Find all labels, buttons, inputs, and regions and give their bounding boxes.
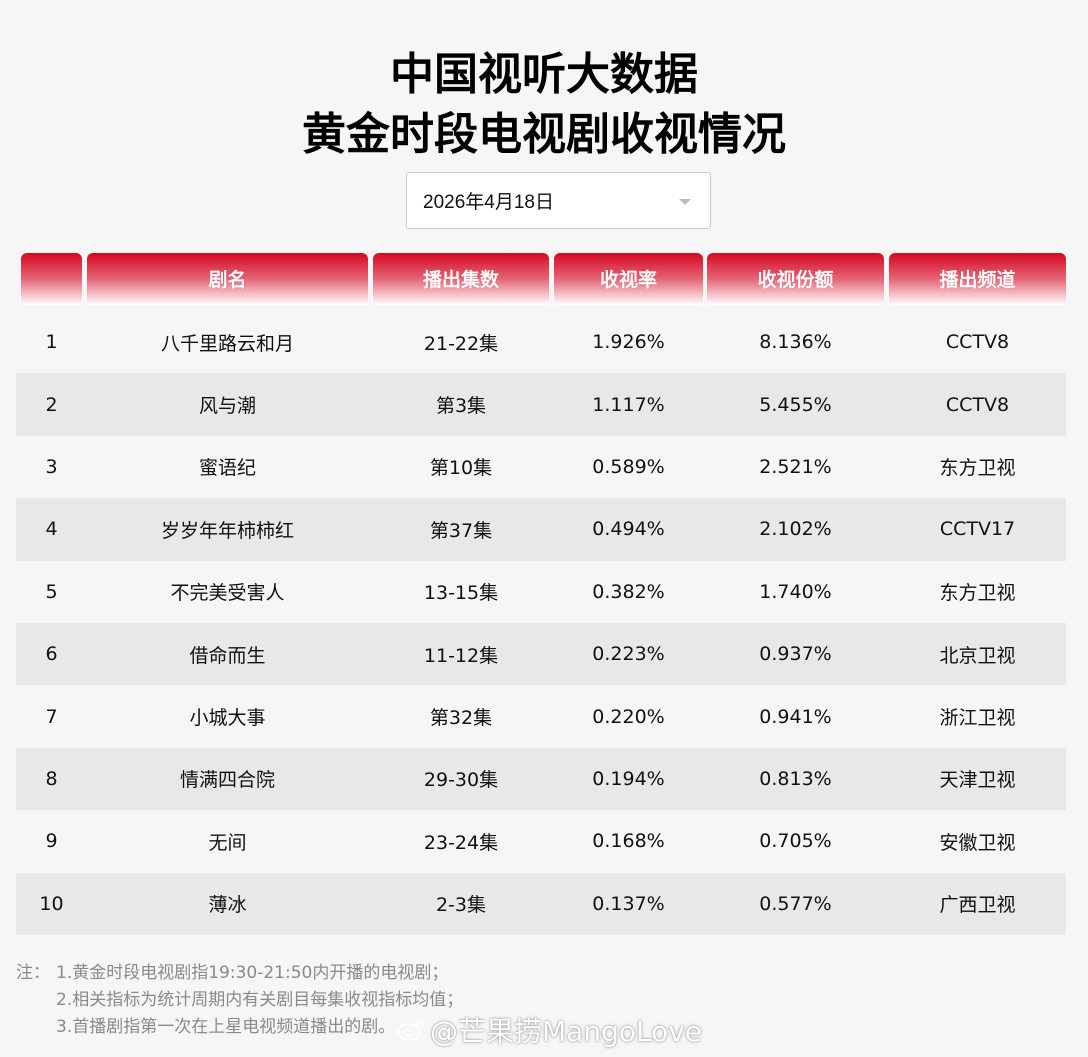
cell-share: 0.813% <box>759 767 832 790</box>
cell-share: 1.740% <box>759 580 832 603</box>
table-header: 剧名 播出集数 收视率 收视份额 播出频道 <box>0 253 1088 305</box>
table-row: 10 薄冰 2-3集 0.137% 0.577% 广西卫视 <box>16 872 1066 935</box>
chevron-down-icon <box>679 199 691 205</box>
page-title-line2: 黄金时段电视剧收视情况 <box>302 109 786 160</box>
cell-rank: 7 <box>45 705 58 728</box>
cell-share: 0.705% <box>759 830 832 853</box>
table-row: 7 小城大事 第32集 0.220% 0.941% 浙江卫视 <box>16 685 1066 748</box>
cell-title: 不完美受害人 <box>170 582 285 605</box>
cell-rating: 0.382% <box>592 580 665 603</box>
table-row: 5 不完美受害人 13-15集 0.382% 1.740% 东方卫视 <box>16 560 1066 623</box>
cell-episodes: 11-12集 <box>423 644 499 667</box>
cell-channel: 北京卫视 <box>939 644 1016 667</box>
cell-rank: 3 <box>45 455 58 478</box>
table-row: 2 风与潮 第3集 1.117% 5.455% CCTV8 <box>16 373 1066 436</box>
cell-title: 无间 <box>208 831 247 854</box>
cell-share: 0.941% <box>759 705 832 728</box>
cell-rating: 0.137% <box>592 892 665 915</box>
cell-title: 情满四合院 <box>179 769 275 792</box>
table-body: 1 八千里路云和月 21-22集 1.926% 8.136% CCTV8 2 风… <box>16 311 1066 935</box>
cell-title: 薄冰 <box>208 894 247 917</box>
cell-rank: 2 <box>45 393 58 416</box>
table-row: 3 蜜语纪 第10集 0.589% 2.521% 东方卫视 <box>16 435 1066 499</box>
cell-channel: 广西卫视 <box>939 894 1016 917</box>
cell-channel: CCTV17 <box>939 518 1016 541</box>
cell-episodes: 第37集 <box>429 519 493 542</box>
cell-share: 0.937% <box>759 643 832 666</box>
cell-episodes: 21-22集 <box>423 332 499 355</box>
cell-rank: 8 <box>45 767 58 790</box>
cell-title: 小城大事 <box>189 707 266 730</box>
cell-rank: 4 <box>45 518 58 541</box>
cell-channel: CCTV8 <box>945 393 1010 416</box>
cell-channel: 浙江卫视 <box>939 707 1016 730</box>
cell-rating: 0.223% <box>592 643 665 666</box>
cell-rank: 1 <box>45 331 58 354</box>
cell-episodes: 第3集 <box>435 395 487 418</box>
cell-channel: 东方卫视 <box>939 582 1016 605</box>
cell-channel: 东方卫视 <box>939 457 1016 480</box>
cell-episodes: 第10集 <box>429 457 493 480</box>
cell-channel: 安徽卫视 <box>939 831 1016 854</box>
cell-channel: CCTV8 <box>945 331 1010 354</box>
table-row: 6 借命而生 11-12集 0.223% 0.937% 北京卫视 <box>16 622 1066 686</box>
cell-episodes: 13-15集 <box>423 582 499 605</box>
column-header-rating: 收视率 <box>554 253 703 305</box>
column-header-title: 剧名 <box>87 253 368 305</box>
date-select-value: 2026年4月18日 <box>423 192 554 213</box>
cell-title: 岁岁年年柿柿红 <box>160 519 294 542</box>
cell-rating: 1.926% <box>592 331 665 354</box>
table-row: 8 情满四合院 29-30集 0.194% 0.813% 天津卫视 <box>16 747 1066 811</box>
cell-episodes: 29-30集 <box>423 769 499 792</box>
cell-rating: 0.494% <box>592 518 665 541</box>
column-header-channel: 播出频道 <box>889 253 1066 305</box>
cell-title: 蜜语纪 <box>198 457 256 480</box>
cell-rank: 9 <box>45 830 58 853</box>
cell-title: 借命而生 <box>189 644 266 667</box>
cell-rating: 0.220% <box>592 705 665 728</box>
column-header-episodes: 播出集数 <box>373 253 549 305</box>
cell-rating: 1.117% <box>592 393 665 416</box>
weibo-logo-icon <box>397 1019 424 1041</box>
date-select[interactable]: 2026年4月18日 <box>406 172 711 229</box>
cell-episodes: 第32集 <box>429 707 493 730</box>
cell-rating: 0.168% <box>592 830 665 853</box>
cell-rank: 10 <box>39 892 64 915</box>
table-row: 9 无间 23-24集 0.168% 0.705% 安徽卫视 <box>16 810 1066 873</box>
page-title-line1: 中国视听大数据 <box>390 49 698 100</box>
cell-title: 八千里路云和月 <box>160 332 294 355</box>
column-header-share: 收视份额 <box>707 253 884 305</box>
cell-rank: 5 <box>45 580 58 603</box>
cell-share: 2.102% <box>759 518 832 541</box>
cell-share: 2.521% <box>759 455 832 478</box>
cell-title: 风与潮 <box>198 395 256 418</box>
watermark-text: @芒果捞MangoLove <box>430 1015 703 1048</box>
table-row: 1 八千里路云和月 21-22集 1.926% 8.136% CCTV8 <box>16 311 1066 374</box>
watermark: @芒果捞MangoLove <box>396 1010 702 1050</box>
footnote-label: 注： <box>16 963 50 983</box>
cell-episodes: 23-24集 <box>423 831 499 854</box>
cell-rating: 0.589% <box>592 455 665 478</box>
cell-channel: 天津卫视 <box>939 769 1016 792</box>
cell-episodes: 2-3集 <box>435 894 487 917</box>
footnote-item: 1.黄金时段电视剧指19:30-21:50内开播的电视剧； <box>56 963 449 983</box>
cell-share: 5.455% <box>759 393 832 416</box>
cell-share: 8.136% <box>759 331 832 354</box>
table-row: 4 岁岁年年柿柿红 第37集 0.494% 2.102% CCTV17 <box>16 498 1066 561</box>
footnote-item: 3.首播剧指第一次在上星电视频道播出的剧。 <box>56 1017 396 1037</box>
cell-rank: 6 <box>45 643 58 666</box>
cell-rating: 0.194% <box>592 767 665 790</box>
cell-share: 0.577% <box>759 892 832 915</box>
column-header-rank <box>21 253 82 305</box>
footnote-item: 2.相关指标为统计周期内有关剧目每集收视指标均值； <box>56 990 464 1010</box>
